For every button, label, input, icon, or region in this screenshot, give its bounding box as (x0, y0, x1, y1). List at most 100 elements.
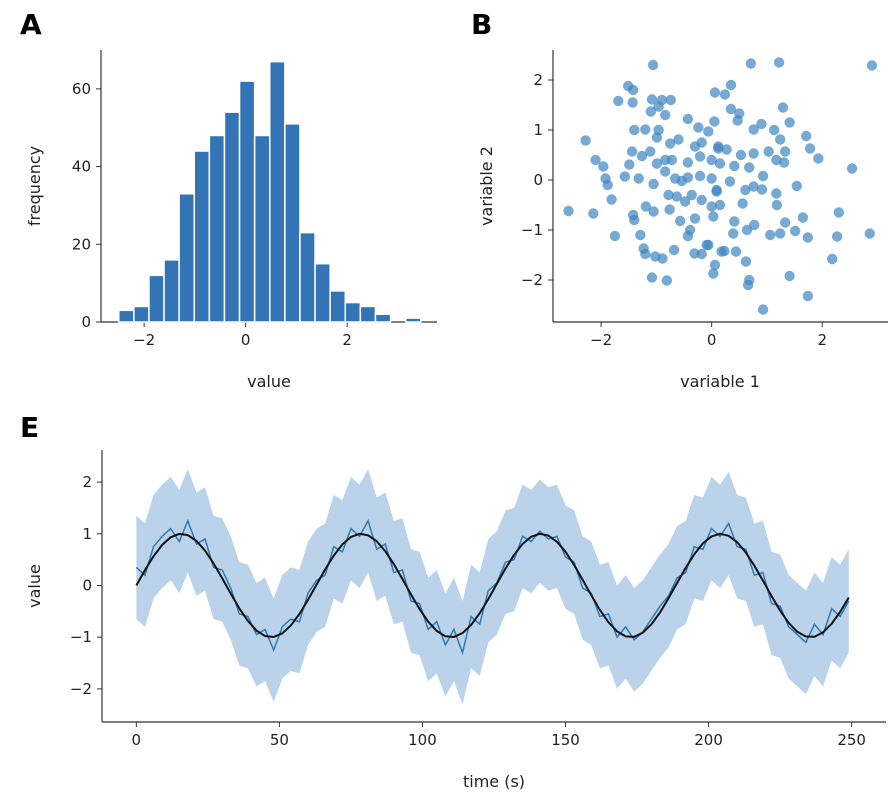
scatter-point (779, 217, 791, 228)
histogram-bar (284, 123, 301, 323)
scatter-point (756, 118, 767, 130)
histogram-bar (238, 80, 256, 323)
scatter-point (735, 149, 747, 161)
scatter-point (673, 134, 684, 145)
scatter-point (714, 158, 726, 169)
scatter-point (626, 146, 638, 157)
timeseries-axes: 0 50 100 150 200 250 −2 −1 0 1 2 (70, 450, 886, 749)
scatter-point (686, 189, 697, 201)
scatter-point (647, 59, 659, 71)
panel-label-a: A (20, 8, 42, 41)
scatter-point (725, 103, 737, 115)
histogram-bar (314, 262, 331, 323)
scatter-point (730, 246, 742, 257)
scatter-point (694, 170, 706, 182)
scatter-point (703, 126, 714, 137)
scatter-point (696, 137, 707, 148)
histogram-bar (193, 150, 211, 323)
scatter-point (651, 132, 663, 143)
histogram-bar (269, 60, 286, 323)
scatter-point (706, 154, 717, 166)
scatter-point (756, 184, 768, 195)
scatter-point (777, 102, 789, 113)
scatter-point (629, 124, 640, 136)
scatter-point (627, 97, 638, 108)
scatter-point (779, 146, 791, 157)
scatter-point (797, 212, 809, 223)
scatter-point (826, 253, 838, 265)
scatter-point (633, 173, 644, 184)
x-tick-label: 50 (270, 731, 289, 749)
scatter-point (748, 181, 759, 192)
scatter-point (775, 134, 786, 145)
scatter-point (775, 228, 786, 239)
scatter-point (689, 213, 701, 224)
histogram-bar (133, 305, 150, 323)
scatter-point (682, 113, 694, 125)
y-tick-label: −1 (521, 221, 543, 239)
scatter-point (742, 279, 754, 291)
scatter-point (674, 215, 686, 227)
scatter-point (660, 166, 671, 177)
scatter-point (660, 109, 671, 121)
scatter-point (663, 189, 674, 201)
x-tick-label: −2 (590, 331, 612, 349)
x-tick-label: 250 (837, 731, 866, 749)
scatter-point (701, 239, 712, 251)
scatter-point (725, 79, 737, 91)
x-tick-label: 0 (132, 731, 142, 749)
x-tick-label: 2 (817, 331, 827, 349)
histogram-bar (178, 193, 196, 323)
scatter-point (724, 176, 736, 187)
scatter-point (771, 188, 782, 199)
scatter-point (709, 259, 721, 271)
scatter-point (664, 138, 676, 149)
scatter-point (602, 179, 613, 191)
scatter-point (721, 144, 732, 155)
scatter-point (640, 124, 651, 135)
y-tick-label: −1 (70, 628, 92, 646)
scatter-point (748, 148, 759, 159)
histogram-bar (344, 301, 362, 323)
scatter-point (694, 151, 706, 162)
scatter-point (833, 207, 845, 218)
scatter-point (651, 158, 663, 169)
y-tick-label: 60 (72, 80, 91, 98)
scatter-point (648, 178, 659, 190)
scatter-point (682, 157, 694, 168)
scatter-point (708, 211, 719, 222)
scatter-point (671, 191, 683, 202)
scatter-point (708, 268, 719, 279)
scatter-point (696, 248, 707, 260)
x-tick-label: 100 (408, 731, 437, 749)
scatter-point (719, 245, 730, 257)
scatter-point (657, 253, 668, 264)
scatter-point (771, 199, 783, 211)
y-tick-label: 0 (81, 313, 91, 331)
histogram-bar (329, 290, 347, 323)
scatter-point (706, 201, 717, 212)
scatter-xlabel: variable 1 (680, 372, 760, 391)
scatter-point (763, 146, 774, 157)
scatter-point (648, 206, 659, 217)
scatter-point (640, 201, 652, 212)
scatter-point (713, 143, 724, 154)
scatter-axes: −2 0 2 −2 −1 0 1 2 (521, 50, 888, 349)
y-tick-label: 1 (82, 525, 92, 543)
scatter-point (682, 172, 694, 183)
histogram-bar (299, 231, 316, 323)
scatter-point (696, 194, 707, 206)
scatter-point (778, 157, 790, 168)
scatter-point (765, 229, 776, 241)
histogram-bar (223, 111, 241, 323)
scatter-point (732, 115, 743, 126)
scatter-point (813, 153, 824, 164)
scatter-point (635, 229, 646, 241)
scatter-point (588, 208, 599, 219)
histogram-bar (374, 313, 392, 323)
scatter-point (784, 270, 795, 282)
scatter-point (846, 163, 858, 174)
scatter-point (802, 232, 814, 243)
